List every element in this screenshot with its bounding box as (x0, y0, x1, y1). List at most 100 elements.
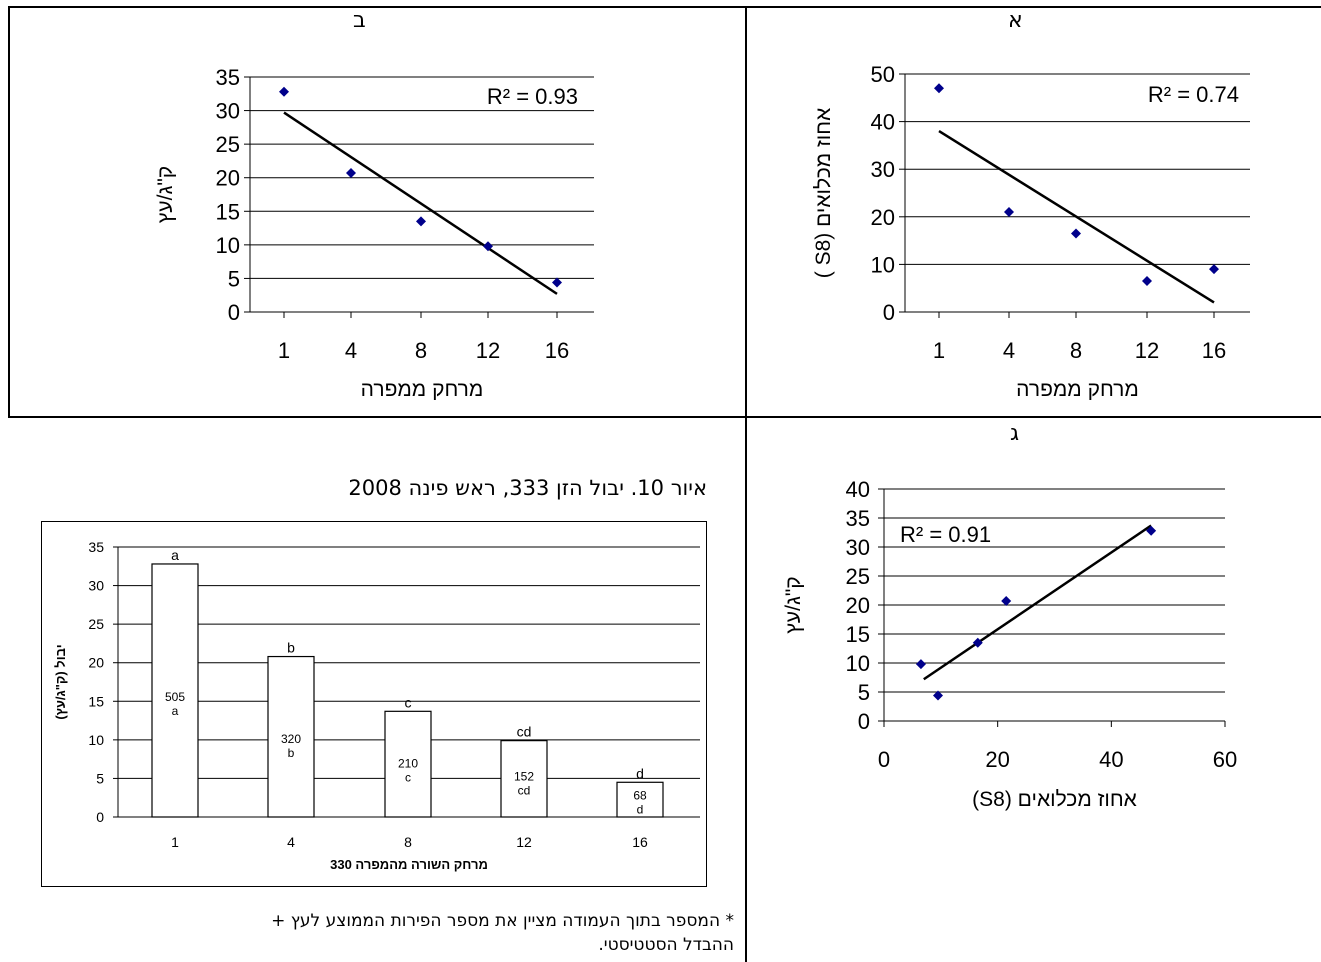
chart-C-ytick-label: 25 (846, 564, 870, 589)
chart-D-bar (616, 781, 664, 818)
chart-D-bar (267, 655, 315, 818)
chart-B-ytick-label: 20 (216, 166, 240, 191)
chart-D-bar-letter-label: a (172, 704, 179, 718)
chart-C-ytick-label: 40 (846, 477, 870, 502)
chart-B-r2-label: R² = 0.93 (487, 84, 578, 109)
frame-top (8, 6, 1321, 8)
chart-B-trendline (283, 111, 558, 295)
chart-A-y-axis-label: אחוז מכלואים (S8 ) (812, 108, 835, 279)
chart-D-ytick-label: 15 (88, 693, 104, 709)
chart-B-y-axis-label: ק"ג/עץ (154, 166, 177, 223)
chart-C-point (915, 659, 926, 670)
chart-C-ytick-label: 0 (858, 709, 870, 734)
chart-D-bar-count-label: 68 (633, 788, 647, 802)
chart-D-bar-top-label: c (405, 694, 412, 710)
chart-B-ytick-label: 30 (216, 99, 240, 124)
chart-D-bar-top-label: a (171, 547, 179, 563)
chart-C-trendline (923, 524, 1152, 681)
chart-D-ytick-label: 25 (88, 616, 104, 632)
chart-D-ytick-label: 20 (88, 655, 104, 671)
chart-D-bar-letter-label: d (637, 802, 644, 816)
chart-C-ytick-label: 35 (846, 506, 870, 531)
chart-C-r2-label: R² = 0.91 (900, 522, 991, 547)
panel-b-label: ב (353, 8, 366, 33)
chart-B-point (346, 168, 356, 179)
chart-A-point (934, 83, 944, 94)
chart-D-x-axis-label: מרחק השורה מהמפרה 330 (330, 857, 488, 872)
chart-D-ytick-label: 10 (88, 732, 104, 748)
chart-C-xtick-label: 20 (985, 747, 1009, 772)
chart-C-ytick-label: 15 (846, 622, 870, 647)
chart-B-ytick-label: 5 (228, 266, 240, 291)
chart-B-xtick-label: 12 (476, 338, 500, 363)
chart-B-xtick-label: 1 (278, 338, 290, 363)
chart-D-bar-top-label: b (287, 640, 295, 656)
chart-D-ytick-label: 5 (96, 770, 104, 786)
chart-D-xtick-label: 1 (171, 834, 179, 850)
chart-C-xtick-label: 0 (878, 747, 890, 772)
chart-A-r2-label: R² = 0.74 (1148, 82, 1239, 107)
chart-D-bar-letter-label: c (405, 770, 411, 784)
chart-A-ytick-label: 0 (883, 300, 895, 325)
chart-B-ytick-label: 10 (216, 233, 240, 258)
frame-mid-v (745, 6, 747, 962)
chart-C-ytick-label: 10 (846, 651, 870, 676)
chart-D-bar-count-label: 152 (514, 770, 534, 784)
chart-D-xtick-label: 8 (404, 834, 412, 850)
chart-C-ytick-label: 30 (846, 535, 870, 560)
chart-D-xtick-label: 4 (287, 834, 295, 850)
bar-chart-frame (41, 521, 707, 887)
chart-A-point (1071, 228, 1081, 239)
panel-c-label: ג (1010, 421, 1020, 446)
chart-D-bar-count-label: 505 (165, 690, 185, 704)
chart-A-point (1142, 276, 1152, 287)
footnote-line-1: * המספר בתוך העמודה מציין את מספר הפירות… (271, 911, 734, 931)
chart-C-xtick-label: 40 (1099, 747, 1123, 772)
chart-B-xtick-label: 8 (415, 338, 427, 363)
chart-D-y-axis-label: יבול (ק"ג/עץ) (53, 644, 68, 719)
chart-A-ytick-label: 20 (871, 205, 895, 230)
chart-D-ytick-label: 0 (96, 809, 104, 825)
panel-a-label: א (1008, 8, 1023, 33)
chart-C-point (972, 637, 983, 648)
chart-D-bar-count-label: 210 (398, 756, 418, 770)
chart-D-bar-top-label: d (636, 765, 644, 781)
chart-C-ytick-label: 20 (846, 593, 870, 618)
figure-caption: איור 10. יבול הזן 333, ראש פינה 2008 (348, 476, 707, 500)
chart-A-ytick-label: 30 (871, 157, 895, 182)
chart-D-bar (384, 710, 432, 818)
chart-A-xtick-label: 1 (933, 338, 945, 363)
chart-A-trendline (938, 130, 1215, 304)
chart-B-xtick-label: 16 (545, 338, 569, 363)
footnote-line-2: ההבדל הסטטיסטי. (598, 935, 734, 955)
chart-B-ytick-label: 15 (216, 199, 240, 224)
chart-D-bar-letter-label: cd (518, 784, 531, 798)
chart-A-point (1004, 207, 1014, 218)
chart-B-ytick-label: 25 (216, 132, 240, 157)
chart-A-xtick-label: 12 (1135, 338, 1159, 363)
chart-D-xtick-label: 12 (516, 834, 532, 850)
frame-mid-h (8, 416, 1321, 418)
chart-B-ytick-label: 0 (228, 300, 240, 325)
chart-B-point (416, 216, 426, 227)
chart-A-ytick-label: 10 (871, 252, 895, 277)
chart-C-point (1001, 595, 1012, 606)
chart-A-point (1209, 264, 1219, 275)
chart-A-x-axis-label: מרחק ממפרה (1016, 378, 1139, 401)
frame-left (8, 6, 10, 417)
chart-B-point (279, 86, 289, 97)
chart-B-ytick-label: 35 (216, 65, 240, 90)
chart-B-xtick-label: 4 (345, 338, 357, 363)
chart-C-x-axis-label: אחוז מכלואים (S8) (972, 788, 1137, 811)
chart-B-x-axis-label: מרחק ממפרה (361, 378, 484, 401)
chart-D-bar (500, 740, 548, 818)
chart-D-xtick-label: 16 (632, 834, 648, 850)
chart-D-ytick-label: 30 (88, 578, 104, 594)
chart-B-point (483, 241, 493, 252)
chart-A-ytick-label: 50 (871, 62, 895, 87)
chart-D-bar (151, 563, 199, 818)
chart-C-xtick-label: 60 (1213, 747, 1237, 772)
chart-C-ytick-label: 5 (858, 680, 870, 705)
chart-A-xtick-label: 4 (1003, 338, 1015, 363)
